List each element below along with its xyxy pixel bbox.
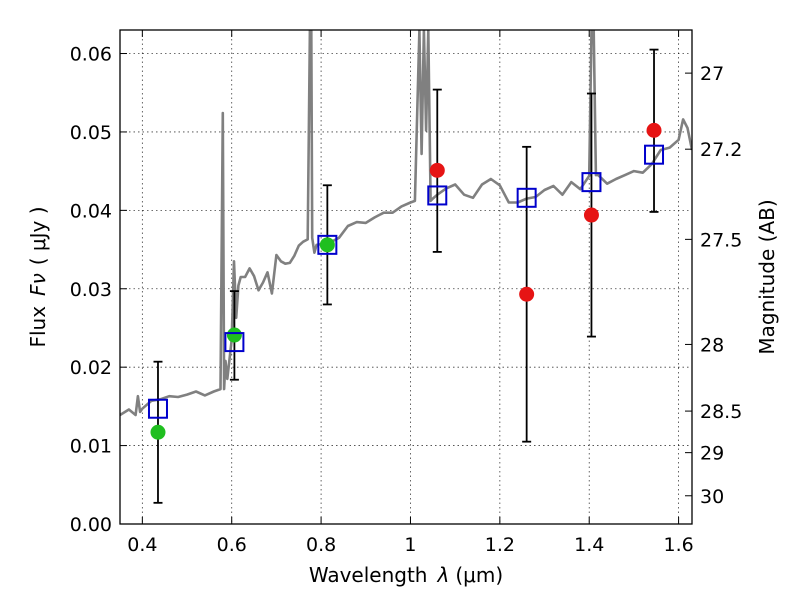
- plot-frame: [119, 29, 693, 525]
- x-tick-label: 1.2: [485, 534, 515, 556]
- model-flux-square: [644, 144, 665, 165]
- green-data-point: [226, 327, 242, 343]
- y-tick-label: 0.00: [70, 514, 112, 536]
- sed-model-line: [120, 30, 692, 417]
- y2-tick-label: 28: [700, 334, 724, 356]
- y2-tick-label: 27: [700, 63, 724, 85]
- model-flux-square: [317, 234, 338, 255]
- x-axis-label: Wavelength λ (μm): [309, 563, 503, 587]
- model-flux-square: [427, 185, 448, 206]
- point-layer: [147, 122, 665, 440]
- x-tick-label: 1.4: [574, 534, 604, 556]
- model-flux-square: [147, 398, 168, 419]
- x-tick-label: 0.8: [306, 534, 336, 556]
- y-tick-label: 0.05: [70, 122, 112, 144]
- y2-axis-label: Magnitude (AB): [755, 199, 779, 354]
- y-tick-label: 0.06: [70, 44, 112, 66]
- tick-labels: 0.4 0.6 0.8 1 1.2 1.4 1.6 0.00 0.01 0.02 0.03 0.04 0…: [70, 44, 743, 556]
- y-tick-label: 0.02: [70, 357, 112, 379]
- sed-layer: [120, 30, 692, 417]
- red-data-point: [583, 207, 599, 223]
- model-flux-square: [516, 187, 537, 208]
- red-data-point: [429, 162, 445, 178]
- x-tick-label: 0.6: [217, 534, 247, 556]
- y-tick-label: 0.01: [70, 436, 112, 458]
- red-data-point: [519, 286, 535, 302]
- model-flux-square: [224, 332, 245, 353]
- red-data-point: [646, 122, 662, 138]
- y2-tick-label: 30: [700, 486, 724, 508]
- green-data-point: [319, 237, 335, 253]
- x-tick-label: 1: [404, 534, 416, 556]
- green-data-point: [150, 424, 166, 440]
- ticks: [120, 30, 692, 525]
- y2-tick-label: 29: [700, 443, 724, 465]
- x-tick-label: 0.4: [127, 534, 157, 556]
- y2-tick-label: 28.5: [700, 401, 742, 423]
- model-flux-square: [581, 172, 602, 193]
- y2-tick-label: 27.5: [700, 229, 742, 251]
- y-tick-label: 0.04: [70, 200, 112, 222]
- x-tick-label: 1.6: [663, 534, 693, 556]
- y-tick-label: 0.03: [70, 279, 112, 301]
- y2-tick-label: 27.2: [700, 139, 742, 161]
- y-axis-label: FluxFν( μJy ): [26, 206, 50, 347]
